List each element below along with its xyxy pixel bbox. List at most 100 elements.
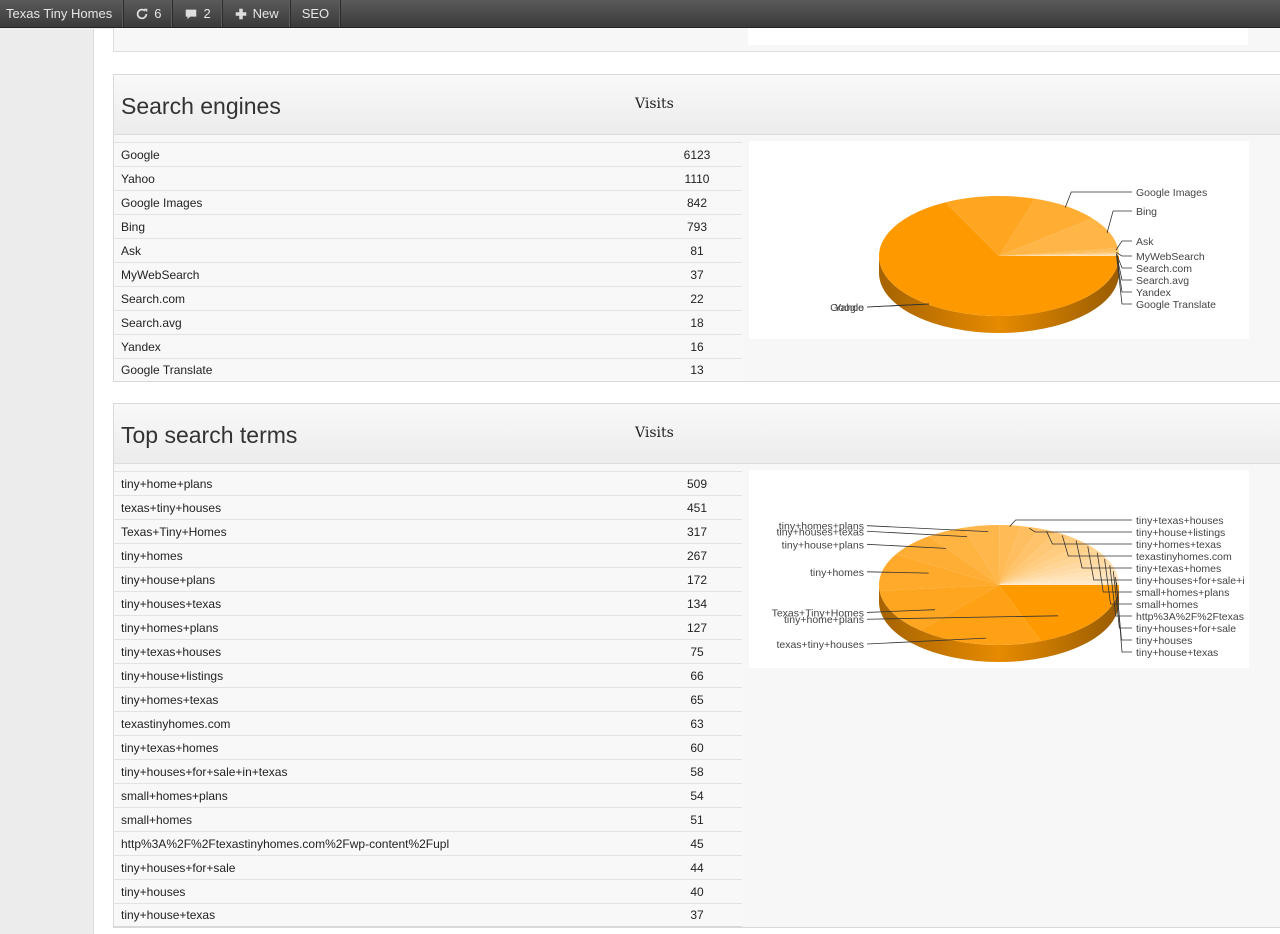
table-row: Search.avg 18: [114, 310, 742, 334]
pie-slice: [999, 251, 1119, 256]
row-label: Bing: [121, 219, 146, 234]
pie-label: Google Images: [1136, 187, 1207, 199]
table-row: Yahoo 1110: [114, 166, 742, 190]
row-label: Google Translate: [121, 363, 213, 377]
pie-leader-line: [1109, 565, 1132, 617]
visits-column-header: Visits: [635, 425, 674, 441]
pie-leader-line: [1106, 210, 1132, 233]
pie-label: tiny+houses+for+sale: [1136, 623, 1236, 635]
pie-leader-line: [1087, 546, 1132, 581]
row-label: tiny+homes: [121, 548, 183, 563]
row-visits: 842: [686, 195, 708, 210]
pie-label: tiny+texas+houses: [1136, 515, 1224, 527]
site-name-link[interactable]: Texas Tiny Homes: [0, 0, 125, 27]
row-label: texastinyhomes.com: [121, 716, 231, 731]
row-visits: 81: [690, 243, 704, 258]
pie-leader-line: [1116, 252, 1132, 257]
row-label: Search.avg: [121, 315, 182, 330]
row-label: small+homes: [121, 812, 193, 827]
pie-leader-line: [1116, 254, 1132, 281]
row-label: texas+tiny+houses: [121, 500, 222, 515]
table-row: texas+tiny+houses 451: [114, 495, 742, 519]
pie-slice: [920, 585, 1041, 645]
search-terms-pie-chart: tiny+texas+housestiny+house+listingstiny…: [772, 515, 1245, 662]
pie-slice: [879, 585, 999, 631]
row-label: Yahoo: [121, 171, 155, 186]
pie-leader-line: [866, 571, 929, 574]
pie-slice: [999, 525, 1039, 585]
row-label: tiny+home+plans: [121, 476, 213, 491]
row-visits: 6123: [683, 147, 711, 162]
search-engines-table: Google 6123 Yahoo 1110 Google Images 842 Bing 7…: [114, 142, 742, 382]
table-row: small+homes 51: [114, 807, 742, 831]
row-visits: 13: [690, 363, 704, 377]
row-visits: 37: [690, 908, 704, 922]
pie-slice: [999, 254, 1119, 256]
row-visits: 509: [686, 476, 708, 491]
plus-icon: [235, 8, 246, 19]
pie-label: tiny+house+texas: [1136, 647, 1218, 659]
row-visits: 45: [690, 836, 704, 851]
updates-count: 6: [154, 6, 162, 21]
pie-label: small+homes+plans: [1136, 587, 1229, 599]
table-row: tiny+houses 40: [114, 879, 742, 903]
comments-count: 2: [203, 6, 211, 21]
pie-slice: [879, 554, 999, 591]
pie-leader-line: [866, 615, 1059, 620]
row-visits: 37: [690, 267, 704, 282]
table-row: Search.com 22: [114, 286, 742, 310]
pie-leader-line: [1112, 571, 1132, 629]
pie-label: tiny+homes+texas: [1136, 539, 1221, 551]
row-visits: 65: [690, 692, 704, 707]
pie-label: Bing: [1136, 206, 1157, 218]
row-label: Yandex: [121, 339, 161, 354]
table-row: Texas+Tiny+Homes 317: [114, 519, 742, 543]
row-label: tiny+houses: [121, 884, 186, 899]
pie-label: small+homes: [1136, 599, 1198, 611]
seo-link[interactable]: SEO: [291, 0, 342, 27]
row-visits: 127: [686, 620, 708, 635]
pie-leader-line: [1064, 191, 1132, 208]
pie-slice: [879, 202, 1119, 316]
row-label: MyWebSearch: [121, 267, 200, 282]
comments-link[interactable]: 2: [173, 0, 223, 27]
row-visits: 451: [686, 500, 708, 515]
row-visits: 267: [686, 548, 708, 563]
pie-label: tiny+home+plans: [784, 614, 864, 626]
admin-bar: Texas Tiny Homes 6 2 New SEO: [0, 0, 1280, 28]
pie-side: [879, 585, 1119, 662]
pie-label: tiny+house+plans: [782, 539, 864, 551]
pie-leader-line: [1009, 519, 1132, 527]
pie-leader-line: [866, 609, 935, 613]
row-visits: 58: [690, 764, 704, 779]
pie-leader-line: [1046, 531, 1132, 545]
table-row: tiny+houses+for+sale 44: [114, 855, 742, 879]
new-content-link[interactable]: New: [223, 0, 291, 27]
row-visits: 63: [690, 716, 704, 731]
pie-slice: [999, 198, 1093, 256]
table-row: tiny+houses+for+sale+in+texas 58: [114, 759, 742, 783]
updates-link[interactable]: 6: [124, 0, 174, 27]
table-row: Ask 81: [114, 238, 742, 262]
search-terms-chart: tiny+texas+houses tiny+house+listings tiny…: [749, 470, 1249, 668]
pie-leader-line: [866, 525, 989, 533]
pie-slice: [999, 253, 1119, 256]
row-label: tiny+homes+texas: [121, 692, 219, 707]
pie-label: Yahoo: [834, 302, 864, 314]
pie-label: MyWebSearch: [1136, 251, 1205, 263]
pie-slice: [999, 218, 1118, 256]
row-label: tiny+houses+texas: [121, 596, 222, 611]
pie-slice: [999, 585, 1119, 642]
search-terms-table: tiny+home+plans 509 texas+tiny+houses 451 Te…: [114, 471, 742, 927]
row-label: tiny+homes+plans: [121, 620, 219, 635]
table-row: texastinyhomes.com 63: [114, 711, 742, 735]
panel-title: Search engines: [121, 93, 281, 119]
pie-label: tiny+house+listings: [1136, 527, 1225, 539]
seo-label: SEO: [301, 6, 330, 21]
row-visits: 317: [686, 524, 708, 539]
row-label: tiny+house+listings: [121, 668, 224, 683]
table-row: tiny+homes+plans 127: [114, 615, 742, 639]
row-visits: 793: [686, 219, 708, 234]
pie-label: http%3A%2F%2Ftexas: [1136, 611, 1244, 623]
pie-slice: [999, 555, 1110, 585]
